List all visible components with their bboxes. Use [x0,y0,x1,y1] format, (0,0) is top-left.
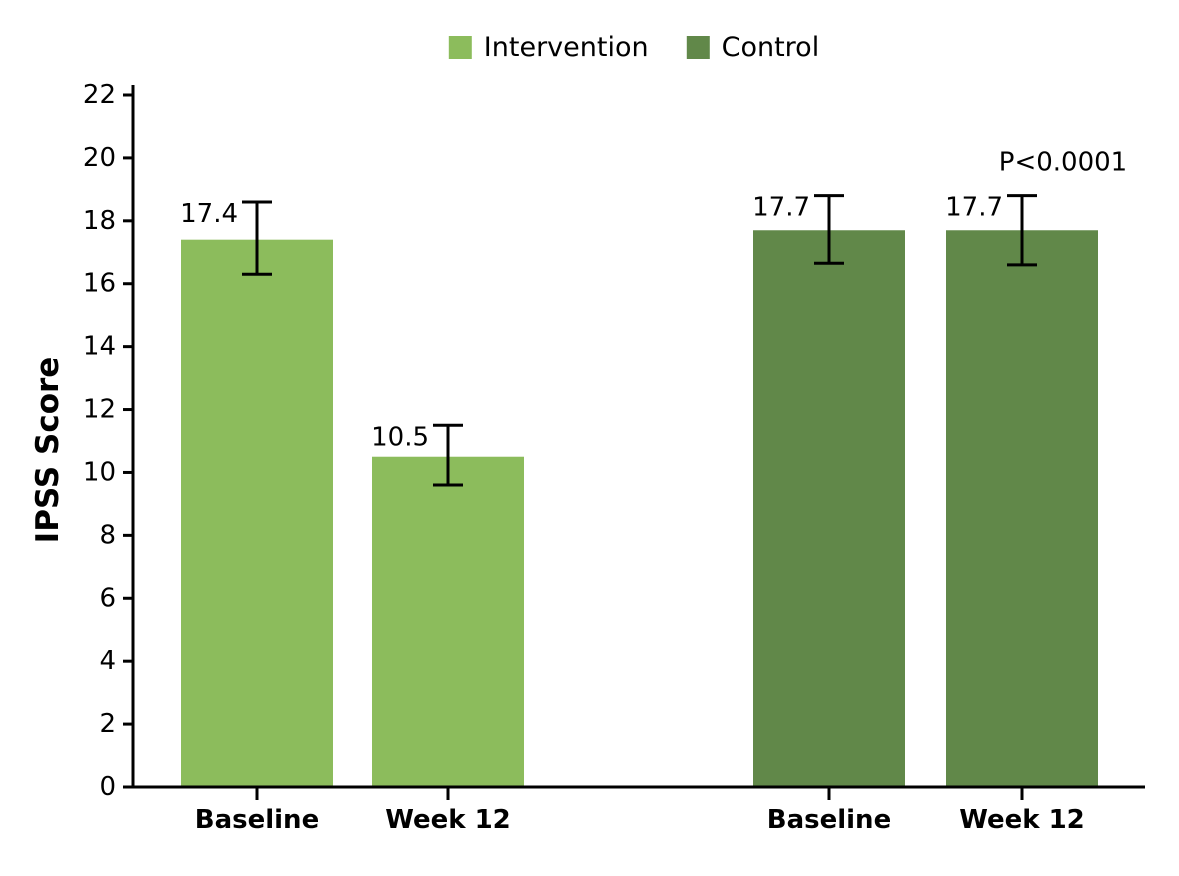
legend-item-intervention: Intervention [448,32,649,63]
chart-legend: Intervention Control [448,32,820,63]
y-axis-tick-label: 18 [83,206,116,236]
y-axis-tick-label: 4 [99,646,116,676]
x-axis-category-label: Baseline [767,805,891,835]
legend-swatch-intervention [448,36,472,59]
bar-intervention-week-12 [372,456,524,787]
legend-swatch-control [686,36,710,59]
y-axis-tick-label: 8 [99,520,116,550]
legend-label-intervention: Intervention [483,32,649,63]
bar-control-baseline [753,230,905,788]
y-axis-tick-label: 20 [83,143,116,173]
legend-item-control: Control [686,32,820,63]
y-axis-tick-label: 22 [83,80,116,110]
y-axis-title: IPSS Score [30,357,66,544]
x-axis-category-label: Week 12 [959,805,1085,835]
y-axis-tick-label: 10 [83,457,116,487]
y-axis-tick-label: 2 [99,709,116,739]
bar-value-label: 17.7 [752,193,810,223]
y-axis-tick-label: 6 [99,583,116,613]
y-axis-tick-label: 12 [83,395,116,425]
x-axis-category-label: Week 12 [385,805,511,835]
p-value-annotation: P<0.0001 [999,148,1127,178]
bar-control-week-12 [946,230,1098,788]
x-axis-category-label: Baseline [195,805,319,835]
bar-value-label: 10.5 [371,422,429,452]
bar-value-label: 17.7 [945,193,1003,223]
y-axis-tick-label: 14 [83,332,116,362]
y-axis-tick-label: 16 [83,269,116,299]
y-axis-tick-label: 0 [99,772,116,802]
legend-label-control: Control [721,32,820,63]
bar-intervention-baseline [181,239,333,787]
bar-value-label: 17.4 [180,199,238,229]
